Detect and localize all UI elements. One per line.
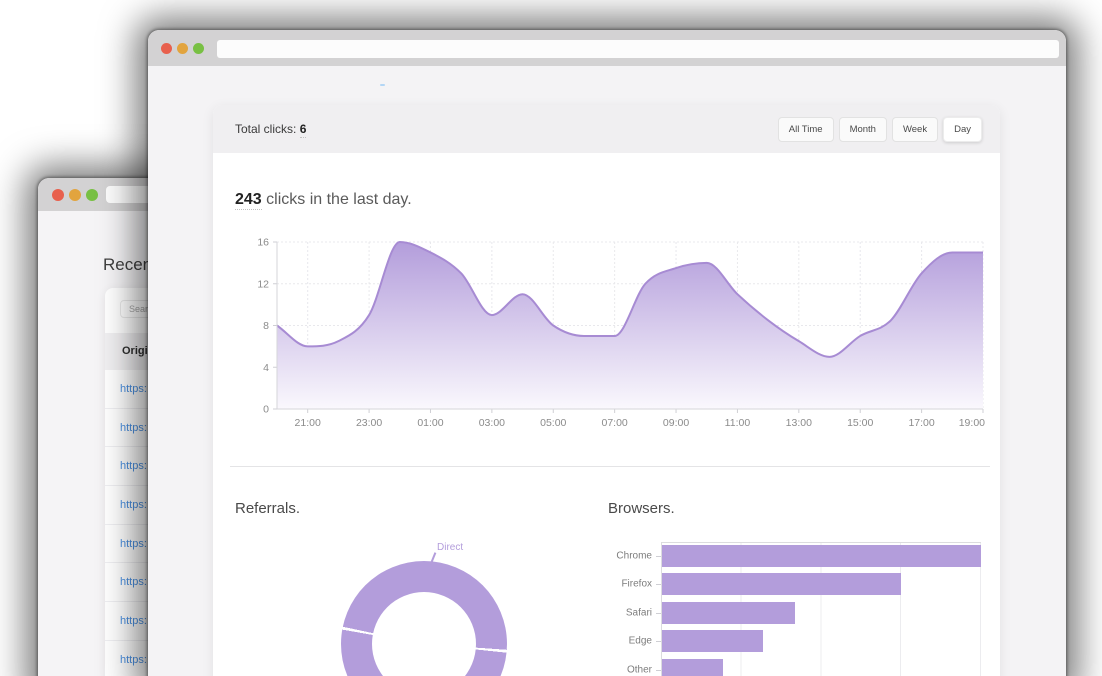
edge-bar [662,630,764,653]
filter-day-button[interactable]: Day [943,116,982,142]
svg-text:09:00: 09:00 [663,417,689,429]
firefox-bar-label: Firefox [621,578,652,590]
front-window-body: Total clicks: 6 All Time Month Week Day 243… [148,66,1066,676]
original-url-link[interactable]: https: [120,498,147,511]
recent-links-heading: Recen [103,255,153,274]
time-range-filters: All Time Month Week Day [777,116,982,142]
referrals-donut-chart [341,561,507,676]
bar-axis-tick [656,669,661,671]
clicks-headline-text: clicks in the last day. [261,191,412,208]
safari-bar-label: Safari [625,607,652,619]
svg-text:23:00: 23:00 [356,417,382,429]
total-clicks-label: Total clicks: [235,122,297,136]
analytics-card-header: Total clicks: 6 All Time Month Week Day [213,105,1000,153]
other-bar [662,658,724,676]
filter-month-button[interactable]: Month [838,116,887,142]
analytics-card: Total clicks: 6 All Time Month Week Day 243… [213,105,1000,676]
front-url-bar[interactable] [217,40,1059,58]
bar-row-edge: Edge [629,630,981,653]
front-traffic-lights [161,30,204,66]
clicks-area-chart: 21:00 23:00 01:00 03:00 05:00 07:00 09:00 11:00… [213,229,1000,434]
close-window-button[interactable] [52,188,64,201]
bar-axis-tick [656,556,661,557]
donut-direct-label: Direct [437,542,464,553]
chrome-bar-label: Chrome [616,550,652,562]
bar-row-chrome: Chrome [616,545,981,567]
original-url-link[interactable]: https: [120,614,147,627]
filter-all-time-button[interactable]: All Time [777,116,834,142]
original-url-link[interactable]: https: [120,537,147,550]
svg-text:15:00: 15:00 [847,417,873,429]
bar-axis-tick [656,641,661,643]
minimize-window-button[interactable] [177,42,188,54]
total-clicks-stat: Total clicks: 6 [235,122,307,138]
original-url-link[interactable]: https: [120,460,147,473]
svg-text:4: 4 [263,362,269,374]
bar-row-safari: Safari [626,601,981,624]
original-url-link[interactable]: https: [120,576,147,589]
svg-text:0: 0 [263,404,269,416]
original-url-link[interactable]: https: [120,421,147,434]
svg-text:17:00: 17:00 [908,417,934,429]
svg-text:05:00: 05:00 [540,417,566,429]
front-titlebar [148,30,1066,66]
browsers-bar-chart: Chrome Firefox Safari Edge Other [616,542,981,676]
chrome-bar [662,545,981,567]
svg-text:03:00: 03:00 [479,417,505,429]
svg-text:13:00: 13:00 [786,417,812,429]
svg-text:11:00: 11:00 [725,417,751,429]
svg-text:19:00: 19:00 [959,417,985,429]
clicks-headline: 243 clicks in the last day. [235,191,412,210]
zoom-window-button[interactable] [193,42,204,54]
svg-text:01:00: 01:00 [417,417,443,429]
clicks-count: 243 [235,191,262,210]
bar-row-firefox: Firefox [621,573,981,596]
close-window-button[interactable] [161,42,172,54]
browsers-section-title: Browsers. [608,500,675,517]
analytics-browser-window: Total clicks: 6 All Time Month Week Day 243… [148,30,1066,676]
filter-week-button[interactable]: Week [891,116,939,142]
firefox-bar [662,573,902,596]
blue-dash [380,84,385,86]
bar-axis-tick [656,584,661,586]
edge-bar-label: Edge [628,635,652,647]
minimize-window-button[interactable] [69,188,81,201]
svg-text:12: 12 [257,278,269,290]
total-clicks-value: 6 [299,122,307,138]
section-divider [230,466,990,467]
safari-bar [662,601,795,624]
zoom-window-button[interactable] [86,188,98,201]
original-url-link[interactable]: https: [120,382,147,395]
svg-text:8: 8 [263,320,269,332]
bar-axis-tick [656,612,661,614]
svg-text:21:00: 21:00 [295,417,321,429]
table-row: https: [105,641,445,676]
svg-text:07:00: 07:00 [602,417,628,429]
back-traffic-lights [52,178,98,211]
referrals-section-title: Referrals. [235,500,301,517]
bar-row-other: Other [627,658,981,676]
svg-text:16: 16 [257,237,269,249]
other-bar-label: Other [626,664,652,676]
original-url-link[interactable]: https: [120,653,147,666]
